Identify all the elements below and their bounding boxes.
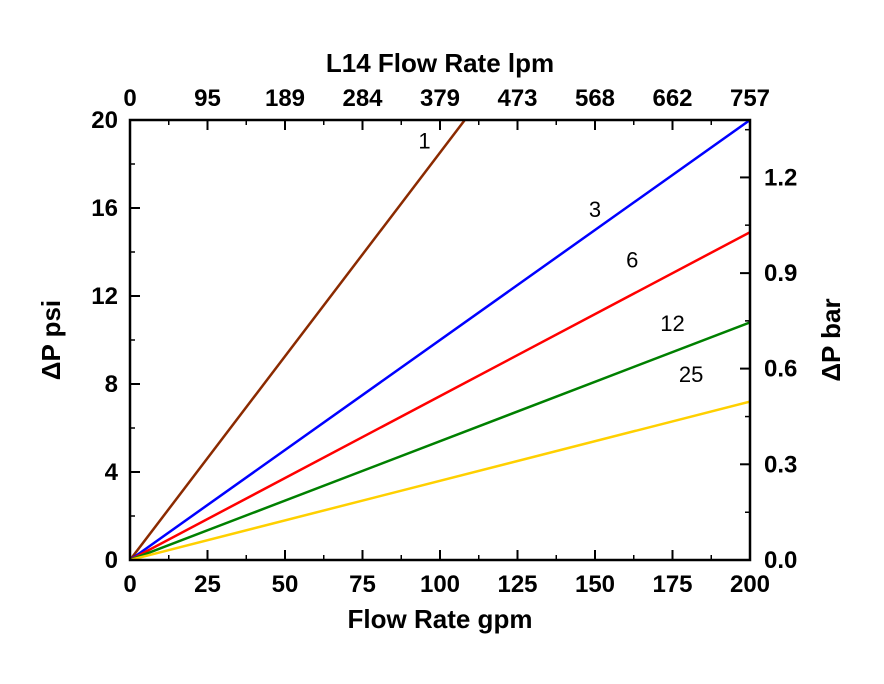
ytick-right: 0.9 — [764, 260, 797, 287]
ylabel-left: ΔP psi — [36, 300, 66, 380]
xtick-top: 379 — [420, 85, 460, 112]
ytick-left: 0 — [105, 547, 118, 574]
ytick-left: 16 — [91, 195, 118, 222]
ytick-left: 8 — [105, 371, 118, 398]
series-label-6: 6 — [626, 247, 638, 272]
xtick-bottom: 150 — [575, 571, 615, 598]
xtick-bottom: 125 — [497, 571, 537, 598]
xtick-top: 0 — [123, 85, 136, 112]
ytick-left: 12 — [91, 283, 118, 310]
xtick-top: 473 — [497, 85, 537, 112]
xtick-bottom: 50 — [272, 571, 299, 598]
xtick-bottom: 75 — [349, 571, 376, 598]
ytick-left: 20 — [91, 107, 118, 134]
xtick-bottom: 175 — [652, 571, 692, 598]
chart-container: 0255075100125150175200Flow Rate gpm09518… — [0, 0, 884, 684]
xtick-bottom: 25 — [194, 571, 221, 598]
series-label-1: 1 — [418, 129, 430, 154]
xtick-bottom: 0 — [123, 571, 136, 598]
ytick-right: 0.0 — [764, 547, 797, 574]
ytick-right: 0.6 — [764, 356, 797, 383]
ytick-right: 0.3 — [764, 451, 797, 478]
chart-svg: 0255075100125150175200Flow Rate gpm09518… — [0, 0, 884, 684]
series-label-25: 25 — [679, 362, 703, 387]
xtick-top: 284 — [342, 85, 383, 112]
xtick-bottom: 200 — [730, 571, 770, 598]
xtick-top: 757 — [730, 85, 770, 112]
xtick-top: 95 — [194, 85, 221, 112]
ytick-right: 1.2 — [764, 164, 797, 191]
xtick-top: 189 — [265, 85, 305, 112]
xtick-top: 568 — [575, 85, 615, 112]
ytick-left: 4 — [105, 459, 119, 486]
title-top: L14 Flow Rate lpm — [326, 48, 554, 78]
series-label-12: 12 — [660, 311, 684, 336]
xtick-bottom: 100 — [420, 571, 460, 598]
xtick-top: 662 — [652, 85, 692, 112]
xlabel-bottom: Flow Rate gpm — [348, 604, 533, 634]
series-label-3: 3 — [589, 197, 601, 222]
ylabel-right: ΔP bar — [816, 298, 846, 381]
